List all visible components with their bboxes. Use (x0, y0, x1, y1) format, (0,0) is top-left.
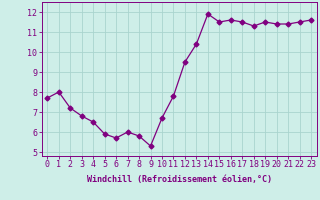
X-axis label: Windchill (Refroidissement éolien,°C): Windchill (Refroidissement éolien,°C) (87, 175, 272, 184)
